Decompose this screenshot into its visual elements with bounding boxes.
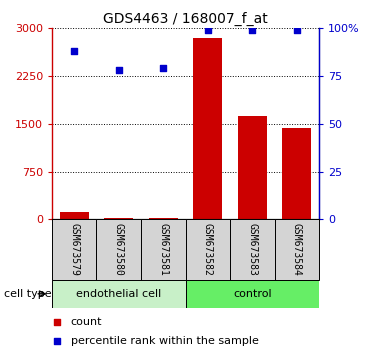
Point xyxy=(54,320,60,325)
Point xyxy=(71,48,77,54)
Text: endothelial cell: endothelial cell xyxy=(76,289,161,299)
Bar xyxy=(52,219,96,280)
Bar xyxy=(186,219,230,280)
Text: percentile rank within the sample: percentile rank within the sample xyxy=(70,336,259,346)
Bar xyxy=(230,219,275,280)
Text: GSM673580: GSM673580 xyxy=(114,223,124,276)
Bar xyxy=(193,38,222,219)
Text: GSM673579: GSM673579 xyxy=(69,223,79,276)
Bar xyxy=(141,219,186,280)
Point xyxy=(294,27,300,33)
Point xyxy=(205,27,211,33)
Bar xyxy=(238,116,267,219)
Text: GSM673583: GSM673583 xyxy=(247,223,257,276)
Text: GSM673584: GSM673584 xyxy=(292,223,302,276)
Bar xyxy=(104,218,133,219)
Bar xyxy=(60,212,89,219)
Bar xyxy=(275,219,319,280)
Text: GSM673581: GSM673581 xyxy=(158,223,168,276)
Text: GSM673582: GSM673582 xyxy=(203,223,213,276)
Point xyxy=(116,68,122,73)
Bar xyxy=(52,280,186,308)
Bar xyxy=(282,129,311,219)
Point xyxy=(160,65,166,71)
Text: control: control xyxy=(233,289,272,299)
Point xyxy=(54,338,60,343)
Title: GDS4463 / 168007_f_at: GDS4463 / 168007_f_at xyxy=(103,12,268,26)
Text: cell type: cell type xyxy=(4,289,51,299)
Point xyxy=(249,27,255,33)
Text: count: count xyxy=(70,318,102,327)
Bar xyxy=(149,218,178,219)
Bar xyxy=(186,280,319,308)
Bar xyxy=(96,219,141,280)
